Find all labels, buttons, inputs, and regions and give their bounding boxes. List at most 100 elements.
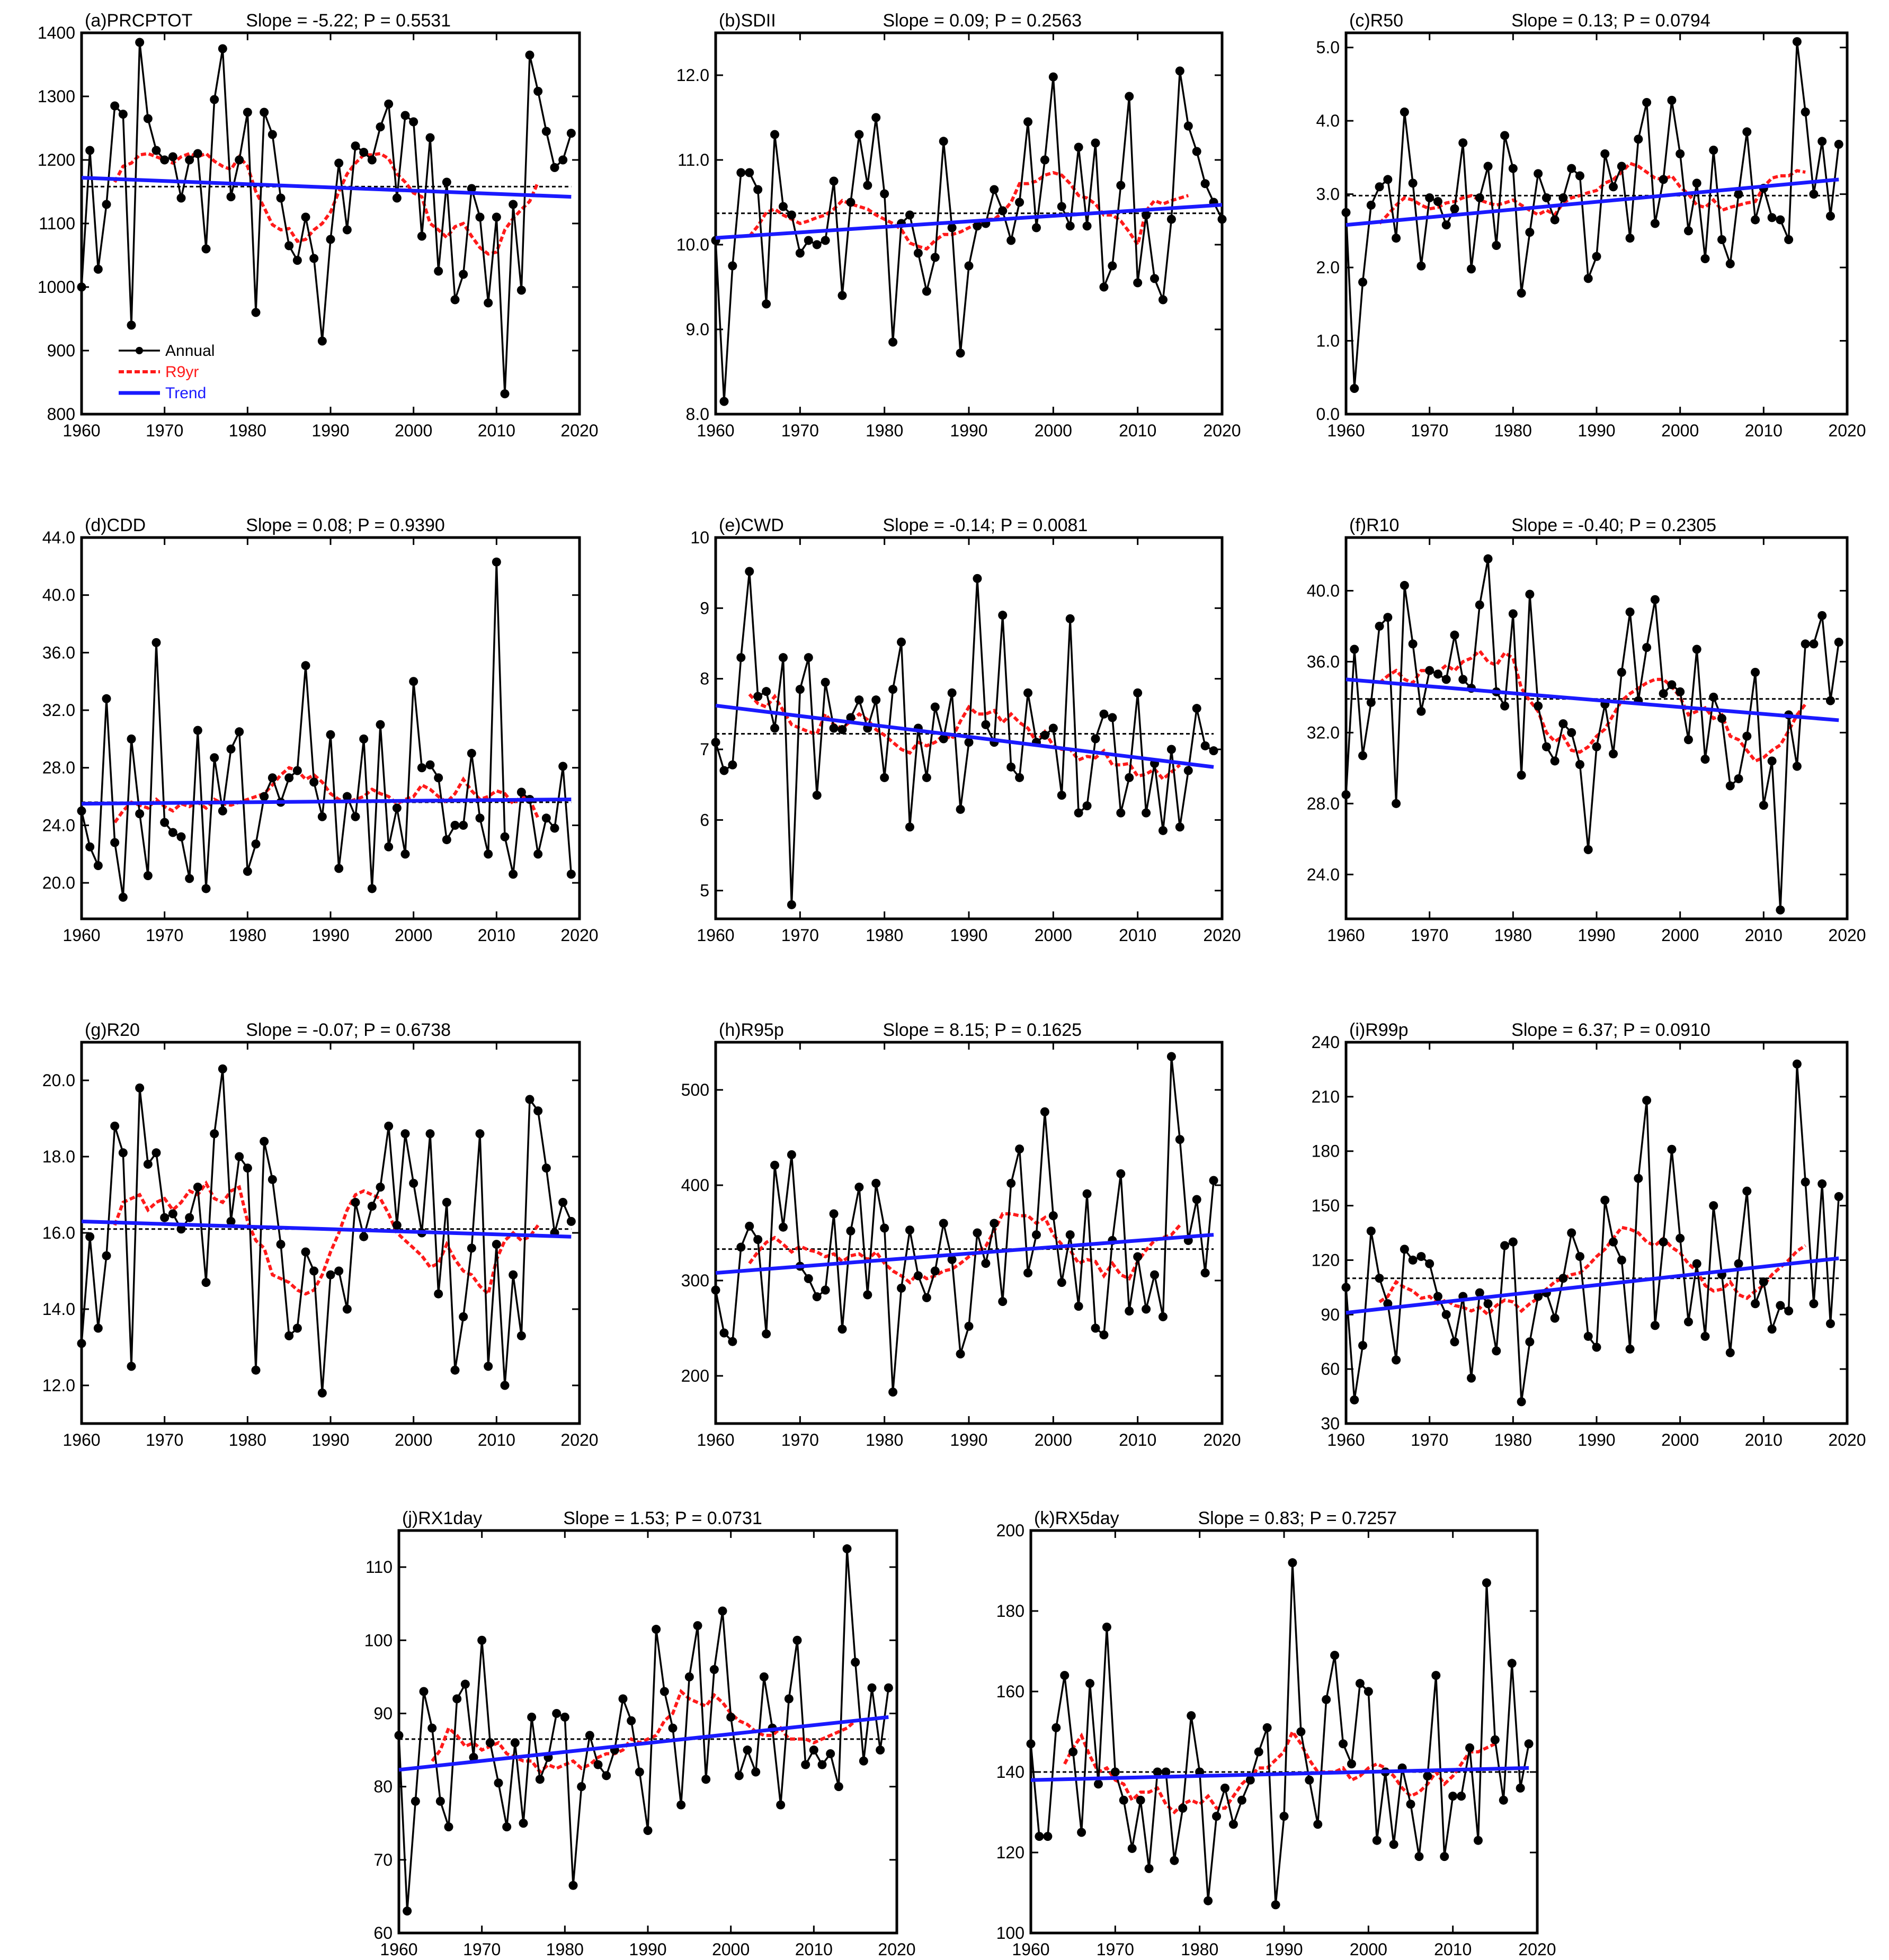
annual-point bbox=[1166, 745, 1176, 754]
annual-point bbox=[1448, 1792, 1458, 1801]
annual-point bbox=[400, 849, 410, 859]
x-tick-label: 1990 bbox=[950, 926, 987, 945]
annual-point bbox=[1355, 1679, 1365, 1688]
annual-point bbox=[541, 813, 551, 823]
y-tick-label: 1100 bbox=[39, 214, 75, 233]
annual-point bbox=[1366, 697, 1376, 707]
panel-title: (c)R50 bbox=[1349, 11, 1403, 31]
annual-point bbox=[1065, 221, 1075, 231]
annual-point bbox=[459, 270, 468, 279]
annual-point bbox=[1048, 723, 1058, 733]
annual-point bbox=[516, 1331, 526, 1340]
annual-point bbox=[1516, 1783, 1525, 1793]
annual-point bbox=[243, 866, 252, 876]
annual-point bbox=[1809, 639, 1819, 649]
annual-point bbox=[1692, 645, 1701, 654]
annual-point bbox=[566, 1216, 576, 1226]
annual-point bbox=[1700, 1331, 1710, 1341]
annual-point bbox=[709, 1665, 719, 1675]
annual-point bbox=[1158, 1312, 1168, 1321]
annual-point bbox=[516, 787, 526, 797]
annual-point bbox=[500, 832, 510, 842]
annual-point bbox=[913, 248, 923, 258]
annual-point bbox=[888, 685, 898, 694]
annual-point bbox=[268, 773, 277, 783]
annual-point bbox=[1725, 781, 1735, 791]
annual-point bbox=[467, 184, 476, 193]
annual-point bbox=[450, 820, 460, 830]
x-tick-label: 1960 bbox=[697, 926, 734, 945]
x-tick-label: 1980 bbox=[1494, 421, 1532, 440]
annual-point bbox=[1023, 1268, 1033, 1278]
x-tick-label: 1970 bbox=[1411, 926, 1448, 945]
annual-point bbox=[1142, 210, 1151, 220]
annual-point bbox=[425, 760, 435, 769]
annual-point bbox=[1600, 149, 1610, 158]
annual-point bbox=[376, 122, 385, 132]
annual-point bbox=[643, 1826, 653, 1836]
annual-point bbox=[804, 653, 813, 663]
annual-point bbox=[930, 1266, 940, 1276]
y-tick-label: 30 bbox=[1321, 1414, 1340, 1433]
x-tick-label: 1990 bbox=[629, 1940, 666, 1959]
annual-point bbox=[1425, 1259, 1434, 1268]
annual-point bbox=[1517, 1397, 1526, 1407]
annual-point bbox=[376, 1183, 385, 1192]
y-tick-label: 3.0 bbox=[1316, 185, 1340, 204]
annual-point bbox=[1048, 72, 1058, 82]
plot-frame bbox=[80, 536, 581, 920]
annual-point bbox=[1091, 1323, 1100, 1333]
y-tick-label: 12.0 bbox=[676, 66, 709, 85]
slope-stats: Slope = -5.22; P = 0.5531 bbox=[246, 11, 451, 31]
annual-point bbox=[77, 282, 86, 292]
annual-point bbox=[392, 803, 402, 813]
annual-point bbox=[502, 1822, 512, 1832]
annual-point bbox=[1015, 198, 1024, 207]
annual-point bbox=[1583, 274, 1593, 283]
annual-point bbox=[956, 348, 965, 358]
y-tick-label: 210 bbox=[1312, 1087, 1340, 1106]
annual-point bbox=[1809, 1299, 1819, 1309]
annual-point bbox=[1408, 1255, 1418, 1265]
annual-point bbox=[1043, 1832, 1053, 1841]
annual-point bbox=[1767, 1324, 1777, 1334]
annual-point bbox=[1642, 1096, 1652, 1105]
annual-point bbox=[535, 1775, 545, 1784]
annual-point bbox=[888, 1388, 898, 1397]
panel-c: (c)R50 Slope = 0.13; P = 0.0794 0.0 1.0 2.0 3… bbox=[1316, 11, 1866, 440]
y-tick-label: 90 bbox=[373, 1704, 393, 1723]
annual-point bbox=[821, 677, 830, 687]
annual-point bbox=[859, 1756, 868, 1766]
y-tick-label: 900 bbox=[47, 341, 75, 360]
annual-point bbox=[1483, 162, 1493, 171]
x-tick-label: 2020 bbox=[878, 1940, 915, 1959]
annual-point bbox=[1692, 1259, 1701, 1268]
annual-point bbox=[1142, 808, 1151, 818]
annual-point bbox=[450, 295, 460, 305]
annual-point bbox=[1102, 1622, 1111, 1632]
panel-title: (h)R95p bbox=[719, 1020, 784, 1040]
annual-point bbox=[550, 163, 559, 172]
annual-point bbox=[1450, 630, 1459, 640]
annual-point bbox=[956, 1349, 965, 1359]
annual-point bbox=[1625, 607, 1635, 617]
annual-point bbox=[1482, 1578, 1491, 1588]
annual-point bbox=[185, 1213, 194, 1222]
annual-point bbox=[1575, 171, 1584, 181]
annual-point bbox=[585, 1731, 594, 1740]
annual-point bbox=[1200, 1268, 1210, 1278]
annual-point bbox=[467, 1243, 476, 1253]
y-tick-label: 40.0 bbox=[1307, 581, 1340, 600]
x-tick-label: 1980 bbox=[229, 1430, 266, 1449]
annual-point bbox=[525, 50, 534, 60]
y-tick-label: 11.0 bbox=[678, 150, 709, 169]
annual-point bbox=[1558, 719, 1568, 729]
annual-point bbox=[1375, 1274, 1384, 1283]
x-tick-label: 1960 bbox=[697, 421, 734, 440]
annual-point bbox=[1358, 1341, 1368, 1350]
annual-point bbox=[235, 727, 244, 737]
annual-point bbox=[792, 1635, 802, 1645]
annual-point bbox=[427, 1723, 437, 1733]
y-tick-label: 800 bbox=[47, 405, 75, 424]
annual-point bbox=[693, 1621, 702, 1631]
